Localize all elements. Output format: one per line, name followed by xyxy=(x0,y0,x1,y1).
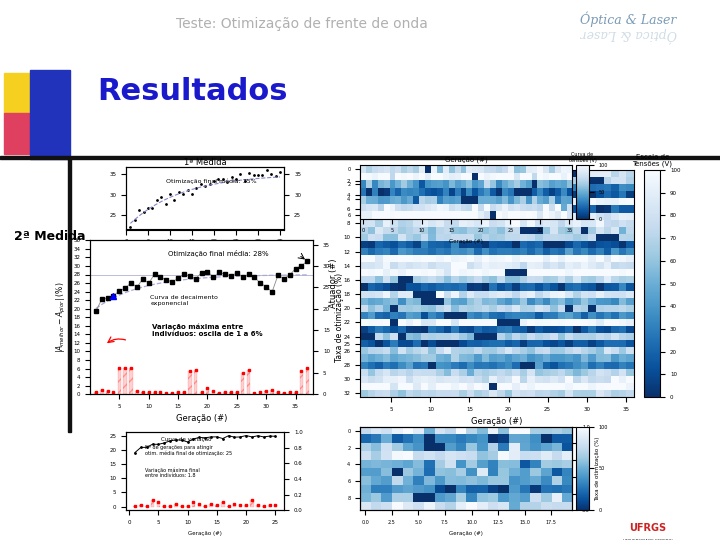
X-axis label: Geração (#): Geração (#) xyxy=(449,239,483,244)
Y-axis label: Taxa de otimização (%): Taxa de otimização (%) xyxy=(336,273,344,362)
X-axis label: Geração (#): Geração (#) xyxy=(449,531,483,536)
Text: UNIVERSIDADE FEDERAL
DO RIO GRANDE DO SUL: UNIVERSIDADE FEDERAL DO RIO GRANDE DO SU… xyxy=(623,539,673,540)
Y-axis label: $|A_{melhor} - A_{pior}|$ (%): $|A_{melhor} - A_{pior}|$ (%) xyxy=(55,281,68,353)
Text: Óptica & Laser: Óptica & Laser xyxy=(580,11,677,26)
X-axis label: Geração (#): Geração (#) xyxy=(176,415,228,423)
Text: Variação máxima final
entre indivíduos: 1.8: Variação máxima final entre indivíduos: … xyxy=(145,467,199,478)
Bar xyxy=(0,156,720,159)
Y-axis label: Atuador (#): Atuador (#) xyxy=(329,259,338,308)
Text: Resultados: Resultados xyxy=(97,77,288,106)
Text: 2ª Medida: 2ª Medida xyxy=(14,230,86,244)
Text: Óptica & Laser: Óptica & Laser xyxy=(580,28,677,43)
Y-axis label: Taxa de otimização (%): Taxa de otimização (%) xyxy=(595,436,600,501)
X-axis label: Geração (#): Geração (#) xyxy=(188,531,222,536)
Text: Curva de variação: Curva de variação xyxy=(161,437,212,442)
Title: Geração (#): Geração (#) xyxy=(445,157,487,164)
Bar xyxy=(0,70,720,540)
Text: Teste: Otimização de frente de onda: Teste: Otimização de frente de onda xyxy=(176,17,428,31)
Text: iF: iF xyxy=(106,516,122,534)
Text: Curva de decaimento
exponencial: Curva de decaimento exponencial xyxy=(150,295,218,306)
Text: Nº de gerações para atingir
otim. média final de otimização: 25: Nº de gerações para atingir otim. média … xyxy=(145,445,232,456)
Text: Variação máxima entre
indivíduos: oscila de 1 a 6%: Variação máxima entre indivíduos: oscila… xyxy=(153,323,263,337)
X-axis label: Geração (#): Geração (#) xyxy=(471,417,523,426)
Text: UFRGS: UFRGS xyxy=(629,523,667,533)
Bar xyxy=(4,113,54,154)
Bar xyxy=(68,159,71,432)
Title: Escala de
Tensões (V): Escala de Tensões (V) xyxy=(632,154,672,167)
Text: Otimização final média: 28%: Otimização final média: 28% xyxy=(168,249,269,256)
Text: Otimização final média: 35%: Otimização final média: 35% xyxy=(166,178,256,184)
Bar xyxy=(30,70,70,159)
Title: Curva de
tensões (V): Curva de tensões (V) xyxy=(569,152,596,163)
Bar xyxy=(4,73,54,113)
Title: 1ª Medida: 1ª Medida xyxy=(184,158,227,167)
